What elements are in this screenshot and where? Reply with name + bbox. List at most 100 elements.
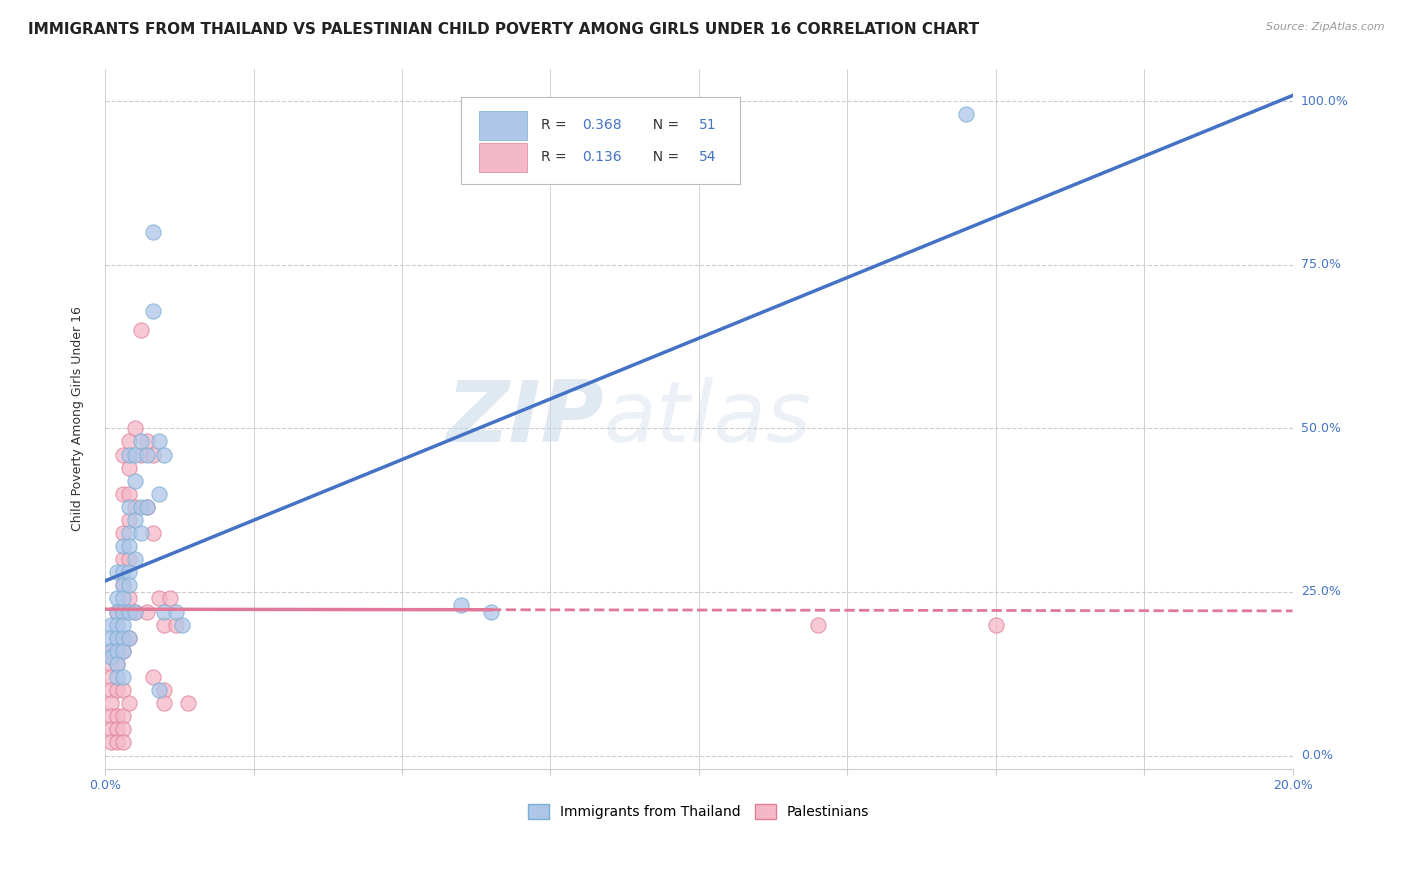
Point xyxy=(124,448,146,462)
Point xyxy=(111,723,134,737)
Text: N =: N = xyxy=(644,151,683,164)
Point xyxy=(111,526,134,541)
Point xyxy=(124,474,146,488)
Point xyxy=(118,591,141,606)
Point xyxy=(142,526,165,541)
Point xyxy=(111,644,134,658)
Point xyxy=(124,605,146,619)
Point xyxy=(100,709,122,723)
Point xyxy=(118,539,141,553)
Point xyxy=(129,500,152,514)
Point xyxy=(111,591,134,606)
Point xyxy=(105,591,128,606)
Text: 0.136: 0.136 xyxy=(582,151,621,164)
Point xyxy=(111,683,134,698)
Point xyxy=(100,670,122,684)
Point xyxy=(111,448,134,462)
Point xyxy=(118,500,141,514)
Text: N =: N = xyxy=(644,119,683,132)
Legend: Immigrants from Thailand, Palestinians: Immigrants from Thailand, Palestinians xyxy=(523,798,875,825)
Point xyxy=(100,696,122,710)
Point xyxy=(118,631,141,645)
Text: R =: R = xyxy=(541,119,571,132)
Point xyxy=(450,598,472,612)
Point xyxy=(135,434,157,449)
Text: 100.0%: 100.0% xyxy=(1301,95,1348,108)
Point xyxy=(111,605,134,619)
Point xyxy=(105,617,128,632)
Point xyxy=(124,421,146,435)
Point xyxy=(105,683,128,698)
Point xyxy=(984,617,1007,632)
Point xyxy=(111,487,134,501)
Point xyxy=(105,605,128,619)
Point xyxy=(111,735,134,749)
Point xyxy=(118,513,141,527)
Point xyxy=(111,539,134,553)
Point xyxy=(100,683,122,698)
Point xyxy=(118,605,141,619)
Point xyxy=(153,617,176,632)
FancyBboxPatch shape xyxy=(461,96,741,184)
Point xyxy=(111,709,134,723)
Text: ZIP: ZIP xyxy=(446,377,603,460)
Point xyxy=(124,552,146,566)
Text: 25.0%: 25.0% xyxy=(1301,585,1341,599)
Point xyxy=(159,591,181,606)
Point xyxy=(118,487,141,501)
Text: atlas: atlas xyxy=(603,377,811,460)
Point xyxy=(142,303,165,318)
Point xyxy=(153,448,176,462)
Point xyxy=(118,631,141,645)
Point xyxy=(142,225,165,239)
Point xyxy=(100,631,122,645)
Point xyxy=(105,670,128,684)
Point xyxy=(105,631,128,645)
Point xyxy=(129,323,152,337)
Point xyxy=(148,487,170,501)
Text: IMMIGRANTS FROM THAILAND VS PALESTINIAN CHILD POVERTY AMONG GIRLS UNDER 16 CORRE: IMMIGRANTS FROM THAILAND VS PALESTINIAN … xyxy=(28,22,979,37)
Point xyxy=(111,578,134,592)
Point xyxy=(129,434,152,449)
Point xyxy=(111,566,134,580)
Text: Source: ZipAtlas.com: Source: ZipAtlas.com xyxy=(1267,22,1385,32)
Point xyxy=(118,552,141,566)
Point xyxy=(135,605,157,619)
Point xyxy=(111,617,134,632)
Text: 0.0%: 0.0% xyxy=(1301,749,1333,762)
Point xyxy=(100,723,122,737)
Point xyxy=(105,709,128,723)
Point xyxy=(955,107,977,121)
Text: 50.0%: 50.0% xyxy=(1301,422,1341,435)
Point xyxy=(118,434,141,449)
Point xyxy=(111,644,134,658)
Bar xyxy=(479,111,527,140)
Text: R =: R = xyxy=(541,151,571,164)
Point xyxy=(100,735,122,749)
Point xyxy=(100,644,122,658)
Point xyxy=(124,513,146,527)
Point xyxy=(135,500,157,514)
Point xyxy=(111,605,134,619)
Point xyxy=(118,460,141,475)
Point xyxy=(165,617,187,632)
Point xyxy=(479,605,502,619)
Point xyxy=(135,500,157,514)
Point xyxy=(111,578,134,592)
Point xyxy=(111,552,134,566)
Point xyxy=(165,605,187,619)
Point xyxy=(105,735,128,749)
Point xyxy=(105,644,128,658)
Point xyxy=(124,605,146,619)
Point xyxy=(148,683,170,698)
Point xyxy=(111,670,134,684)
Point xyxy=(153,605,176,619)
Point xyxy=(118,526,141,541)
Point xyxy=(142,448,165,462)
Point xyxy=(118,696,141,710)
Point xyxy=(135,448,157,462)
Point xyxy=(100,644,122,658)
Text: 51: 51 xyxy=(699,119,717,132)
Point xyxy=(118,566,141,580)
Point xyxy=(807,617,830,632)
